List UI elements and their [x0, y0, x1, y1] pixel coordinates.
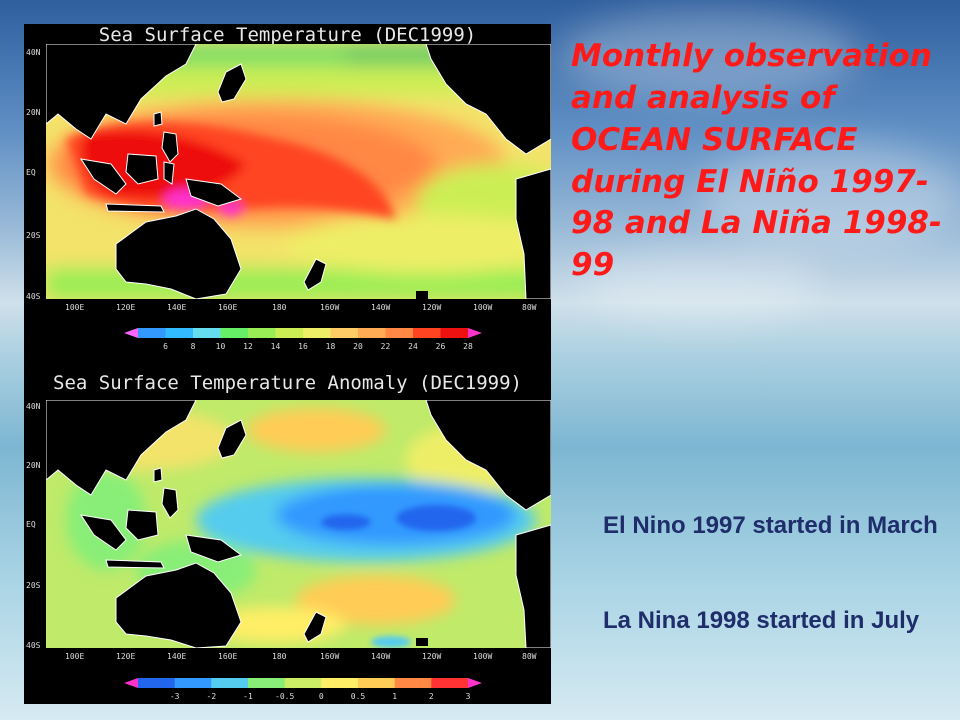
sst-colorbar-swatch: [303, 328, 331, 338]
el-nino-note: El Nino 1997 started in March: [603, 512, 938, 539]
sst-lat-label: 20S: [26, 231, 41, 240]
sst-lat-label: 40S: [26, 292, 41, 301]
sst-lat-label: 20N: [26, 108, 41, 117]
anomaly-colorbar-label: -1: [243, 692, 253, 701]
sst-lon-label: 140W: [371, 303, 391, 312]
sst-lon-label: 160E: [218, 303, 238, 312]
anomaly-colorbar-swatch: [358, 678, 396, 688]
sst-colorbar-arrow-high: [468, 328, 482, 338]
sst-colorbar-label: 6: [163, 342, 168, 351]
anomaly-colorbar-arrow-low: [124, 678, 138, 688]
sst-lon-label: 160W: [320, 303, 340, 312]
anomaly-colorbar-label: 0: [319, 692, 324, 701]
sst-colorbar-label: 16: [298, 342, 308, 351]
sst-colorbar-label: 14: [271, 342, 281, 351]
anomaly-colorbar-swatch: [138, 678, 176, 688]
anomaly-colorbar-swatch: [284, 678, 322, 688]
anomaly-colorbar-swatch: [211, 678, 249, 688]
sst-lat-label: EQ: [26, 168, 36, 177]
sst-colorbar-label: 24: [408, 342, 418, 351]
sst-colorbar-swatch: [330, 328, 359, 338]
sst-lon-label: 140E: [167, 303, 187, 312]
sst-colorbar-swatch: [413, 328, 441, 338]
sst-colorbar-label: 22: [381, 342, 391, 351]
sst-map: [46, 44, 551, 299]
anomaly-lon-label: 160E: [218, 652, 238, 661]
sst-colorbar-swatch: [248, 328, 276, 338]
anomaly-colorbar-label: -3: [170, 692, 180, 701]
slide-headline: Monthly observation and analysis of OCEA…: [571, 38, 942, 284]
anomaly-lon-label: 120E: [116, 652, 136, 661]
cloud: [700, 140, 960, 250]
sst-lon-label: 120W: [422, 303, 442, 312]
sst-colorbar-label: 10: [216, 342, 226, 351]
anomaly-map: [46, 400, 551, 648]
anomaly-lon-label: 100W: [473, 652, 493, 661]
cloud: [580, 250, 820, 320]
sst-colorbar-swatch: [275, 328, 304, 338]
anomaly-lon-label: 120W: [422, 652, 442, 661]
anomaly-lon-label: 180: [272, 652, 287, 661]
sst-lon-label: 180: [272, 303, 287, 312]
anomaly-lon-label: 100E: [65, 652, 85, 661]
anomaly-colorbar-label: -2: [207, 692, 217, 701]
sst-colorbar-swatch: [220, 328, 249, 338]
anomaly-colorbar-label: 1: [392, 692, 397, 701]
sst-colorbar-label: 8: [191, 342, 196, 351]
sst-colorbar-swatch: [165, 328, 194, 338]
sst-lon-label: 100W: [473, 303, 493, 312]
sst-colorbar: 681012141618202224262830: [124, 328, 482, 351]
sst-colorbar-label: 26: [436, 342, 446, 351]
anomaly-lon-label: 140W: [371, 652, 391, 661]
anomaly-colorbar-label: 2: [429, 692, 434, 701]
anomaly-colorbar-arrow-high: [468, 678, 482, 688]
cloud: [560, 10, 860, 100]
sst-lon-label: 100E: [65, 303, 85, 312]
sst-colorbar-label: 12: [243, 342, 253, 351]
anomaly-colorbar-swatch: [431, 678, 469, 688]
anomaly-colorbar-swatch: [321, 678, 359, 688]
anomaly-colorbar-label: 0.5: [351, 692, 366, 701]
anomaly-colorbar-label: 3: [466, 692, 471, 701]
anomaly-lon-label: 160W: [320, 652, 340, 661]
anomaly-colorbar-swatch: [174, 678, 212, 688]
anomaly-colorbar-swatch: [394, 678, 432, 688]
sst-lon-label: 80W: [522, 303, 537, 312]
anomaly-lon-label: 80W: [522, 652, 537, 661]
sst-map-title: Sea Surface Temperature (DEC1999): [98, 24, 477, 46]
anomaly-lat-label: EQ: [26, 520, 36, 529]
sst-colorbar-swatch: [440, 328, 469, 338]
anomaly-lat-label: 40S: [26, 641, 41, 650]
anomaly-colorbar: -3-2-1-0.500.51234: [124, 678, 482, 701]
anomaly-colorbar-swatch: [248, 678, 286, 688]
anomaly-map-title: Sea Surface Temperature Anomaly (DEC1999…: [53, 372, 522, 394]
sst-colorbar-swatch: [193, 328, 221, 338]
sst-lat-label: 40N: [26, 48, 41, 57]
sst-colorbar-swatch: [138, 328, 166, 338]
sst-colorbar-arrow-low: [124, 328, 138, 338]
la-nina-note: La Nina 1998 started in July: [603, 607, 920, 634]
sst-colorbar-label: 28: [463, 342, 473, 351]
anomaly-colorbar-label: -0.5: [275, 692, 294, 701]
anomaly-lat-label: 20N: [26, 461, 41, 470]
maps-panel: Sea Surface Temperature (DEC1999): [24, 24, 551, 704]
sst-colorbar-swatch: [385, 328, 414, 338]
sst-colorbar-label: 20: [353, 342, 363, 351]
sst-colorbar-label: 18: [326, 342, 336, 351]
sst-colorbar-swatch: [358, 328, 386, 338]
anomaly-lat-label: 20S: [26, 581, 41, 590]
anomaly-lat-label: 40N: [26, 402, 41, 411]
sst-lon-label: 120E: [116, 303, 136, 312]
anomaly-lon-label: 140E: [167, 652, 187, 661]
